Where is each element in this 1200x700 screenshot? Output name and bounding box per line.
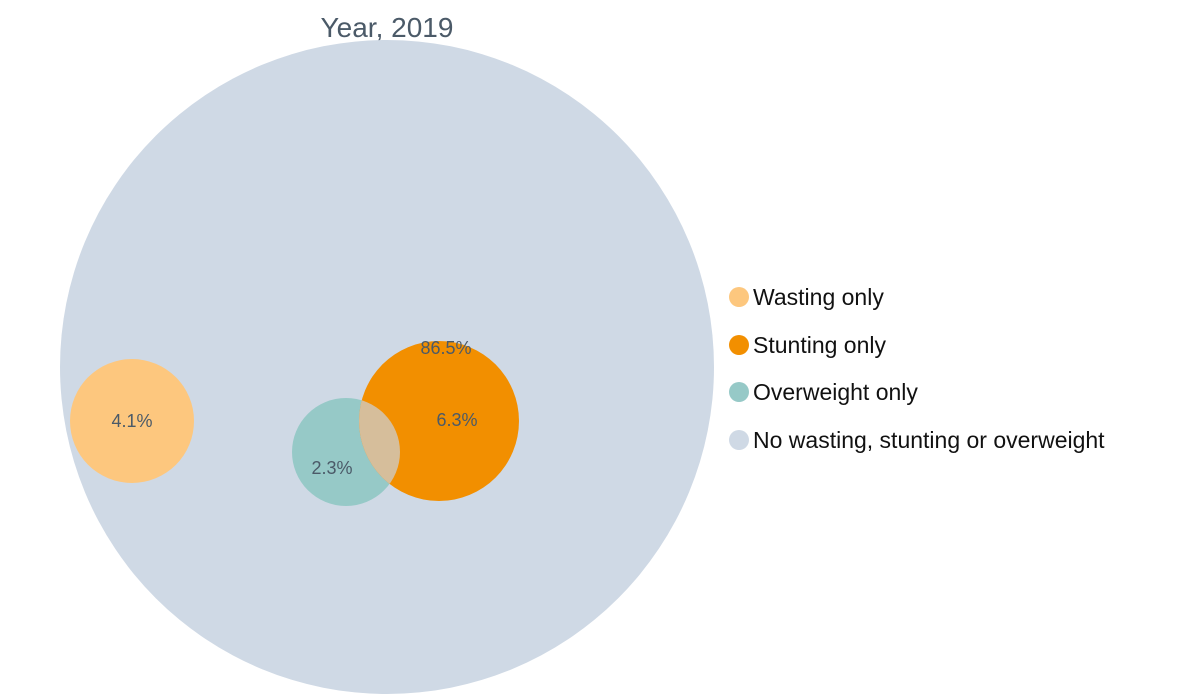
legend-label-wasting: Wasting only — [753, 284, 884, 310]
labels-layer: 86.5% 4.1% 2.3% 6.3% — [111, 338, 477, 478]
circle-wasting[interactable] — [70, 359, 194, 483]
legend-label-stunting: Stunting only — [753, 332, 886, 358]
legend: Wasting only Stunting only Overweight on… — [729, 284, 1105, 453]
legend-label-overweight: Overweight only — [753, 379, 918, 405]
value-label-overweight: 2.3% — [311, 458, 352, 478]
value-label-stunting: 6.3% — [436, 410, 477, 430]
legend-label-none: No wasting, stunting or overweight — [753, 427, 1105, 453]
legend-item-stunting[interactable]: Stunting only — [729, 332, 886, 358]
legend-marker-overweight — [729, 382, 749, 402]
legend-marker-wasting — [729, 287, 749, 307]
value-label-background: 86.5% — [420, 338, 471, 358]
overlap-stunting-overweight — [359, 398, 400, 501]
value-label-wasting: 4.1% — [111, 411, 152, 431]
legend-marker-none — [729, 430, 749, 450]
chart-title: Year, 2019 — [321, 12, 454, 43]
legend-item-overweight[interactable]: Overweight only — [729, 379, 918, 405]
legend-marker-stunting — [729, 335, 749, 355]
legend-item-wasting[interactable]: Wasting only — [729, 284, 884, 310]
circles-layer — [60, 40, 714, 694]
legend-item-none[interactable]: No wasting, stunting or overweight — [729, 427, 1105, 453]
